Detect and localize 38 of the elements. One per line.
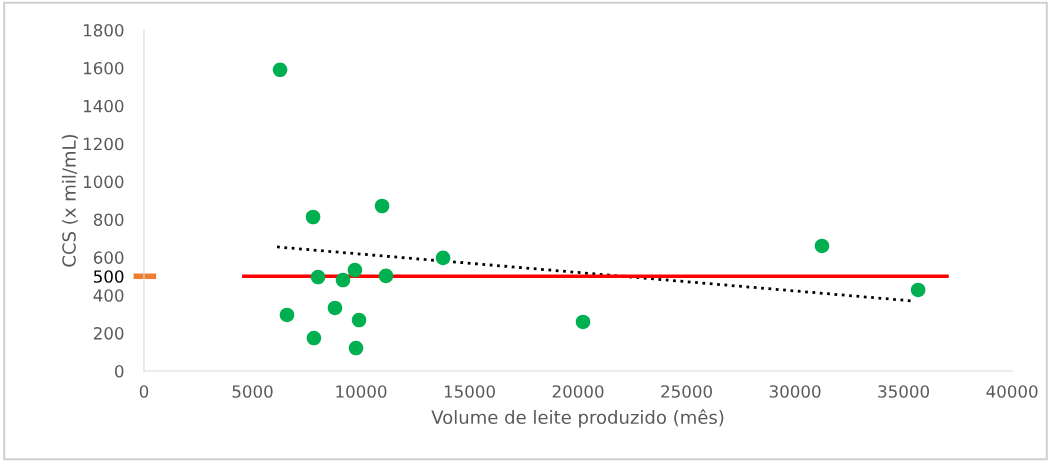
x-tick-label: 15000	[444, 385, 495, 398]
point	[814, 238, 830, 254]
x-tick-label: 5000	[232, 385, 273, 398]
point	[327, 300, 343, 316]
y-tick-label: 200	[93, 327, 124, 340]
y-tick-label: 400	[93, 289, 124, 302]
x-tick-label: 10000	[336, 385, 387, 398]
point	[374, 198, 390, 214]
y-tick-label: 1600	[83, 61, 124, 75]
point	[306, 330, 322, 346]
y-tick-label: 600	[93, 251, 124, 264]
point	[435, 250, 451, 266]
point	[347, 262, 363, 278]
y-tick-label: 1000	[83, 175, 124, 189]
x-axis-title: Volume de leite produzido (mês)	[431, 409, 724, 428]
point	[279, 307, 295, 323]
y-tick-label: 800	[93, 213, 124, 227]
point	[575, 314, 591, 330]
point	[348, 340, 364, 356]
y-tick-label: 1200	[83, 137, 124, 151]
point	[351, 312, 367, 328]
point	[910, 282, 926, 298]
point	[310, 269, 326, 285]
x-tick-label: 25000	[661, 385, 712, 398]
point	[272, 62, 288, 78]
y-tick-label: 0	[115, 364, 124, 378]
point	[378, 268, 394, 284]
point	[335, 272, 351, 288]
y-tick-label: 1400	[83, 99, 124, 113]
x-tick-label: 35000	[878, 385, 929, 398]
x-tick-label: 30000	[769, 385, 821, 398]
y-axis-title: CCS (x mil/mL)	[61, 134, 78, 267]
x-tick-label: 0	[139, 385, 149, 398]
x-tick-label: 40000	[986, 385, 1038, 398]
y-tick-label: 1800	[83, 23, 124, 37]
x-tick-label: 20000	[552, 385, 604, 398]
point	[305, 209, 321, 225]
y-tick-label: 500	[94, 270, 124, 283]
